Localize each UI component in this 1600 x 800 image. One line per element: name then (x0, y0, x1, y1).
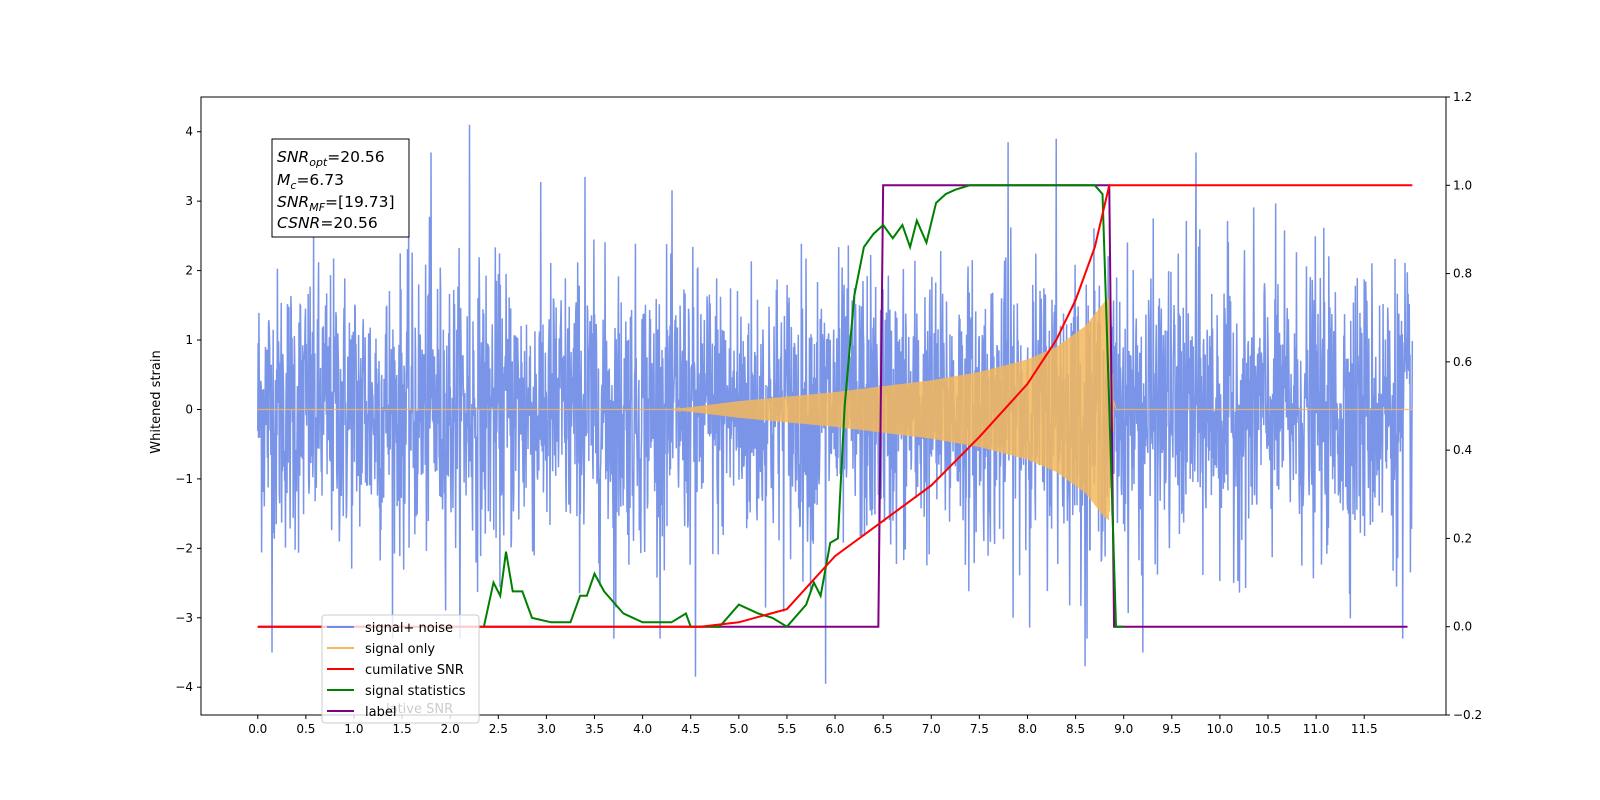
x-tick-label: 2.5 (489, 722, 508, 736)
series-signal-only (257, 298, 1413, 521)
stat-value: =20.56 (320, 214, 377, 232)
stats-box: SNRopt=20.56 Mc=6.73 SNRMF=[19.73] CSNR=… (271, 138, 410, 238)
svg-text:SNRMF=[19.73]: SNRMF=[19.73] (277, 193, 395, 214)
y-tick-label: 0 (185, 402, 193, 416)
stat-sub: MF (309, 201, 325, 214)
y-axis-label: Whitened strain (149, 350, 164, 453)
legend-label: signal only (365, 642, 435, 657)
x-tick-label: 3.5 (585, 722, 604, 736)
x-tick-label: 1.0 (344, 722, 363, 736)
y-tick-label: −3 (175, 611, 193, 625)
stat-name: CSNR (277, 214, 320, 232)
x-tick-label: 8.0 (1018, 722, 1037, 736)
x-tick-label: 6.0 (825, 722, 844, 736)
legend-label: signal statistics (365, 684, 466, 699)
x-tick-label: 9.0 (1114, 722, 1133, 736)
y2-tick-label: 0.6 (1453, 355, 1472, 369)
axes-frame (200, 96, 1447, 716)
svg-text:SNRopt=20.56: SNRopt=20.56 (277, 148, 385, 169)
x-tick-label: 5.0 (729, 722, 748, 736)
y2-tick-label: −0.2 (1453, 708, 1482, 722)
plot-area (257, 124, 1414, 684)
x-tick-label: 3.0 (537, 722, 556, 736)
y-tick-label: −2 (175, 541, 193, 555)
y2-tick-label: 0.8 (1453, 267, 1472, 281)
x-tick-label: 4.0 (633, 722, 652, 736)
y-tick-label: −4 (175, 680, 193, 694)
y2-tick-label: 0.2 (1453, 531, 1472, 545)
series-cumilative-SNR (257, 184, 1413, 628)
stat-sub: opt (309, 156, 328, 169)
svg-text:CSNR=20.56: CSNR=20.56 (277, 214, 378, 232)
x-tick-label: 7.0 (922, 722, 941, 736)
x-tick-label: 10.0 (1207, 722, 1234, 736)
stat-value: =6.73 (296, 171, 344, 189)
x-tick-label: 0.5 (296, 722, 315, 736)
x-tick-label: 7.5 (970, 722, 989, 736)
series-signal-noise (257, 124, 1414, 684)
x-tick-label: 8.5 (1066, 722, 1085, 736)
stat-name: M (277, 171, 290, 189)
y2-tick-label: 1.0 (1453, 178, 1472, 192)
stat-value: =[19.73] (325, 193, 394, 211)
series-signal-statistics (482, 184, 1124, 629)
x-tick-label: 5.5 (777, 722, 796, 736)
x-tick-label: 1.5 (393, 722, 412, 736)
y-tick-label: −1 (175, 472, 193, 486)
legend-ghost-text: lative SNR (386, 702, 453, 717)
y2-tick-label: 0.0 (1453, 620, 1472, 634)
x-tick-label: 0.0 (248, 722, 267, 736)
x-tick-label: 11.0 (1303, 722, 1330, 736)
legend: lative SNR signal+ noise signal only cumil… (321, 614, 480, 724)
legend-label: cumilative SNR (365, 663, 464, 678)
svg-text:Mc=6.73: Mc=6.73 (277, 171, 344, 192)
y-tick-label: 3 (185, 194, 193, 208)
legend-label: signal+ noise (365, 621, 453, 636)
y-tick-label: 4 (185, 125, 193, 139)
axes: 0.0 0.5 1.0 1.5 2.0 2.5 3.0 3.5 4.0 4.5 5.0 5.5 6.0 6… (175, 90, 1482, 736)
stat-value: =20.56 (327, 148, 384, 166)
x-tick-label: 6.5 (874, 722, 893, 736)
stat-name: SNR (277, 193, 309, 211)
y2-tick-label: 1.2 (1453, 90, 1472, 104)
y-tick-label: 2 (185, 264, 193, 278)
x-tick-label: 10.5 (1255, 722, 1282, 736)
stat-sub: c (290, 179, 296, 192)
x-tick-label: 2.0 (441, 722, 460, 736)
x-tick-label: 9.5 (1162, 722, 1181, 736)
x-tick-label: 11.5 (1351, 722, 1378, 736)
y2-tick-label: 0.4 (1453, 443, 1472, 457)
legend-label: label (365, 705, 396, 720)
y-tick-label: 1 (185, 333, 193, 347)
x-tick-label: 4.5 (681, 722, 700, 736)
stat-name: SNR (277, 148, 309, 166)
